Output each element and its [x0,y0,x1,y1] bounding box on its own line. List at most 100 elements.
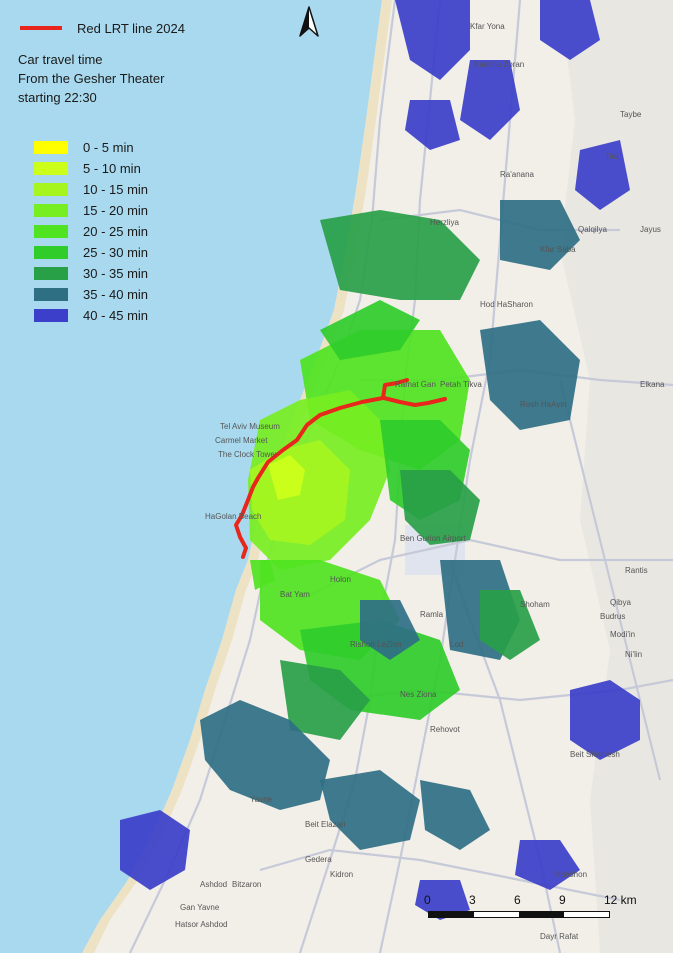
place-label: Herzliya [430,218,459,227]
place-label: Nahshon [555,870,588,879]
place-label: Petah Tikva [440,380,482,389]
scale-tick-0: 0 [424,893,431,907]
legend-title: Car travel time From the Gesher Theater … [18,50,185,107]
isochrone-zone [120,810,190,890]
place-label: Taybe [620,110,642,119]
isochrone-zone [420,780,490,850]
place-label: Hatsor Ashdod [175,920,228,929]
scale-segment [429,912,474,917]
isochrone-zone [575,140,630,210]
place-label: Tira [605,152,619,161]
legend-swatch [34,225,68,238]
legend-class-row: 35 - 40 min [34,284,185,305]
place-label: Lod [450,640,464,649]
legend-class-label: 20 - 25 min [83,224,149,239]
legend-class-label: 15 - 20 min [83,203,149,218]
red-lrt-line-east [382,396,447,407]
isochrone-zone [280,660,370,740]
place-label: Budrus [600,612,626,621]
isochrone-zone [540,0,600,60]
north-arrow-icon [299,6,319,37]
legend: Red LRT line 2024 Car travel time From t… [18,14,185,326]
isochrone-zone [480,590,540,660]
legend-swatch [34,183,68,196]
place-label: Yavne [250,795,273,804]
legend-class-label: 25 - 30 min [83,245,149,260]
legend-class-label: 35 - 40 min [83,287,149,302]
legend-class-label: 10 - 15 min [83,182,149,197]
place-label: Rishon LeZion [350,640,402,649]
legend-class-row: 20 - 25 min [34,221,185,242]
place-label: Beit Shemesh [570,750,620,759]
isochrone-zone [570,680,640,760]
legend-classes: 0 - 5 min 5 - 10 min 10 - 15 min 15 - 20 mi… [34,137,185,326]
lrt-line-swatch [20,26,62,30]
isochrone-zone [250,560,275,590]
place-label: HaGolan Beach [205,512,262,521]
place-label: Rantis [625,566,648,575]
scale-tick-6: 6 [514,893,521,907]
scale-tick-9: 9 [559,893,566,907]
place-label: Dayr Rafat [540,932,579,941]
place-label: Beit Elazari [305,820,346,829]
legend-class-row: 30 - 35 min [34,263,185,284]
place-label: Holon [330,575,351,584]
legend-title-line-2: From the Gesher Theater [18,71,165,86]
place-label: Rosh HaAyin [520,400,567,409]
place-label: Elkana [640,380,665,389]
place-label: Bitzaron [232,880,262,889]
place-label: Kadima Zoran [474,60,525,69]
place-label: Ni'lin [625,650,643,659]
place-label: Rehovot [430,725,460,734]
legend-swatch [34,267,68,280]
place-label: Gan Yavne [180,903,220,912]
isochrone-zone [320,770,420,850]
north-arrow [298,6,320,42]
place-label: Ben Gurion Airport [400,534,466,543]
isochrone-layer [120,0,640,920]
legend-class-label: 30 - 35 min [83,266,149,281]
legend-class-row: 40 - 45 min [34,305,185,326]
legend-swatch [34,141,68,154]
scale-tick-3: 3 [469,893,476,907]
legend-class-row: 5 - 10 min [34,158,185,179]
place-label: Kfar Saba [540,245,576,254]
place-label: Jayus [640,225,661,234]
legend-lrt-row: Red LRT line 2024 [18,14,185,42]
place-label: Hod HaSharon [480,300,533,309]
legend-class-row: 0 - 5 min [34,137,185,158]
place-label: The Clock Tower [218,450,278,459]
legend-swatch [34,162,68,175]
place-label: Ashdod [200,880,228,889]
place-label: Tel Aviv Museum [220,422,280,431]
isochrone-zone [360,600,420,660]
isochrone-zone [460,60,520,140]
legend-class-row: 10 - 15 min [34,179,185,200]
isochrone-zone [268,455,305,500]
place-label: Ramat Gan [395,380,436,389]
isochrone-zone [200,700,330,810]
legend-class-row: 15 - 20 min [34,200,185,221]
place-label: Ramla [420,610,444,619]
place-label: Bat Yam [280,590,310,599]
legend-title-line-3: starting 22:30 [18,90,97,105]
scale-bar-graphic [428,911,610,918]
place-label: Modi'in [610,630,636,639]
place-label: Qibya [610,598,631,607]
isochrone-zone [320,300,420,360]
isochrone-zone [405,100,460,150]
isochrone-zone [415,880,470,920]
isochrone-zone [395,0,470,80]
legend-class-label: 5 - 10 min [83,161,141,176]
sea-area [0,0,382,953]
isochrone-zone [500,200,580,270]
isochrone-zone [480,320,580,430]
legend-title-line-1: Car travel time [18,52,103,67]
place-label: Kfar Yona [470,22,505,31]
scale-segment [519,912,564,917]
isochrone-zone [320,210,480,300]
isochrone-zone [515,840,580,890]
legend-swatch [34,246,68,259]
